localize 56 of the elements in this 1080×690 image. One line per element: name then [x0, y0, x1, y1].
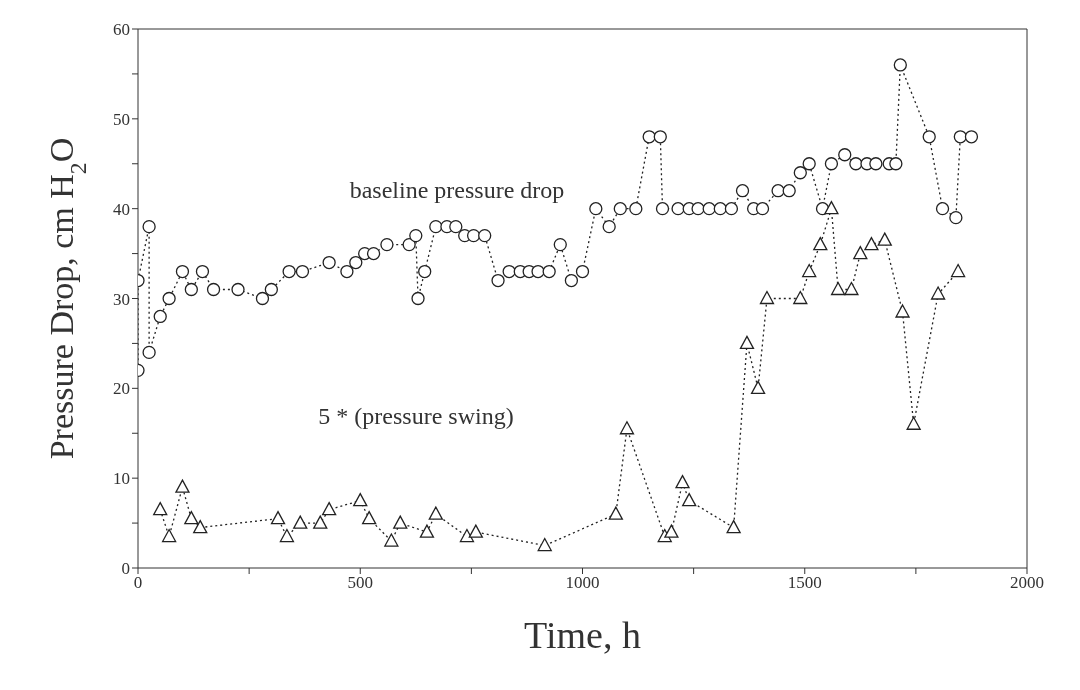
point [802, 263, 817, 278]
point [153, 501, 168, 516]
point [175, 479, 190, 493]
y-tick-label: 10 [113, 469, 130, 489]
point [877, 232, 892, 246]
point [664, 524, 679, 538]
point [419, 524, 435, 538]
point [813, 236, 828, 251]
point [468, 524, 483, 538]
point [270, 510, 286, 525]
point [313, 515, 328, 529]
y-tick-label: 50 [113, 109, 130, 129]
point [824, 201, 839, 215]
x-tick-label: 0 [133, 573, 143, 593]
annotation: 5 * (pressure swing) [318, 403, 514, 429]
point [193, 519, 208, 534]
point [675, 475, 690, 489]
point [853, 245, 868, 260]
x-tick-label: 1000 [565, 573, 600, 593]
point [459, 528, 475, 543]
point [895, 304, 910, 318]
point [393, 515, 408, 529]
point [353, 492, 368, 507]
point [726, 519, 741, 534]
y-tick-label: 40 [113, 199, 130, 219]
point [321, 501, 337, 516]
point [844, 281, 859, 296]
point [750, 380, 766, 394]
point [537, 537, 552, 552]
x-tick-label: 1500 [787, 573, 822, 593]
point [759, 290, 775, 305]
point [161, 528, 177, 543]
x-axis-title: Time, h [524, 614, 641, 656]
point [619, 421, 635, 435]
y-tick-label: 60 [113, 20, 130, 40]
point [608, 506, 623, 520]
annotation: baseline pressure drop [349, 177, 565, 203]
y-tick-label: 20 [113, 379, 130, 399]
point [384, 533, 399, 547]
point [930, 286, 946, 300]
point [950, 263, 966, 278]
point [864, 236, 879, 251]
y-tick-label: 0 [121, 559, 130, 579]
point [830, 281, 846, 296]
point [293, 515, 308, 529]
point [361, 510, 377, 525]
point [682, 492, 697, 507]
point [906, 416, 921, 430]
point [739, 335, 755, 350]
y-tick-label: 30 [113, 289, 130, 309]
point [279, 528, 295, 543]
point [793, 290, 808, 305]
point [428, 506, 443, 520]
point [184, 510, 199, 525]
x-tick-label: 500 [347, 573, 373, 593]
x-tick-label: 2000 [1010, 573, 1044, 593]
